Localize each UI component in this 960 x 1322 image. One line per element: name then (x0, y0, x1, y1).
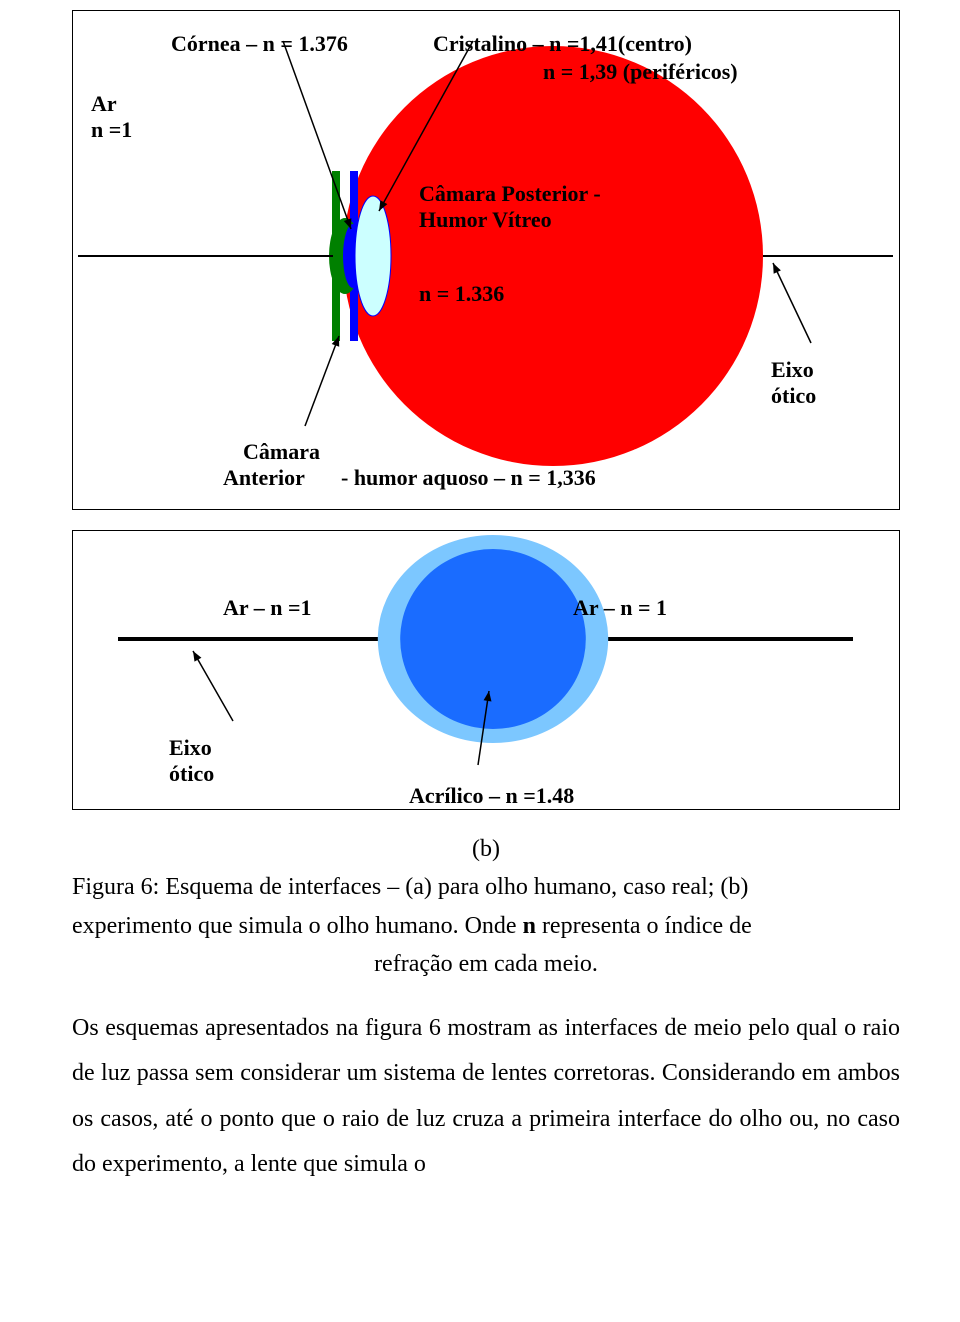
label-camara-posterior-2: Humor Vítreo (419, 207, 552, 233)
caption-b-tag: (b) (72, 830, 900, 868)
caption-line-2a: experimento que simula o olho humano. On… (72, 913, 523, 939)
label-eixo-otico-1: Eixo (771, 357, 814, 383)
caption-line-1: Figura 6: Esquema de interfaces – (a) pa… (72, 868, 900, 906)
figure-caption: (b) Figura 6: Esquema de interfaces – (a… (72, 830, 900, 984)
label-eixo-2: ótico (169, 761, 214, 787)
caption-n-bold: n (523, 913, 536, 939)
label-cornea: Córnea – n = 1.376 (171, 31, 348, 57)
caption-line-3: refração em cada meio. (72, 945, 900, 983)
figure-b-lens-diagram: Ar – n =1 Ar – n = 1 Eixo ótico Acrílico… (72, 530, 900, 810)
caption-line-2b: representa o índice de (536, 913, 752, 939)
label-n-1336: n = 1.336 (419, 281, 504, 307)
label-eixo-otico-2: ótico (771, 383, 816, 409)
figure-a-svg (73, 11, 899, 511)
label-camara-anterior-1: Câmara (243, 439, 320, 465)
label-ar: Ar (91, 91, 117, 117)
label-humor-aquoso: - humor aquoso – n = 1,336 (341, 465, 596, 491)
body-paragraph: Os esquemas apresentados na figura 6 mos… (72, 1006, 900, 1188)
label-camara-posterior-1: Câmara Posterior - (419, 181, 601, 207)
label-camara-anterior-2: Anterior (223, 465, 305, 491)
label-cristalino-2: n = 1,39 (periféricos) (543, 59, 738, 85)
label-ar-left: Ar – n =1 (223, 595, 312, 621)
label-ar-n: n =1 (91, 117, 132, 143)
label-eixo-1: Eixo (169, 735, 212, 761)
label-ar-right: Ar – n = 1 (573, 595, 667, 621)
label-acrilico: Acrílico – n =1.48 (409, 783, 574, 809)
figure-a-eye-diagram: Ar n =1 Córnea – n = 1.376 Cristalino – … (72, 10, 900, 510)
label-cristalino-1: Cristalino – n =1,41(centro) (433, 31, 692, 57)
